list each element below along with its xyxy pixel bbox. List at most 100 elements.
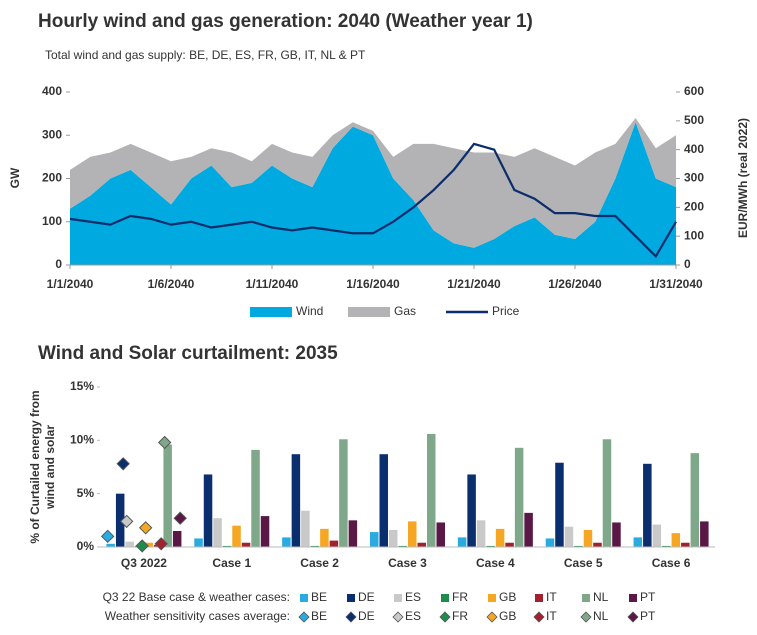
bar	[574, 545, 583, 547]
legend-label: Price	[492, 304, 520, 318]
bar	[555, 462, 564, 547]
bar	[457, 537, 467, 547]
bar	[203, 474, 213, 547]
y-axis-label: % of Curtailed energy from	[28, 390, 42, 543]
y2-axis-label: EUR/MWh (real 2022)	[736, 118, 750, 238]
legend-label: DE	[358, 590, 375, 604]
bar	[348, 520, 358, 547]
bar	[476, 520, 486, 547]
bar	[427, 433, 436, 547]
legend-swatch	[582, 594, 590, 602]
y2-tick-label: 600	[684, 84, 704, 98]
marker	[173, 511, 187, 525]
bar	[260, 516, 270, 547]
x-tick-label: Case 1	[212, 556, 251, 570]
marker	[138, 521, 153, 535]
bar	[370, 532, 379, 547]
y-tick-label: 200	[42, 171, 62, 185]
area	[70, 122, 676, 266]
legend-swatch	[533, 611, 545, 623]
legend-swatch	[298, 611, 310, 623]
bar	[593, 542, 602, 547]
y2-tick-label: 300	[684, 171, 704, 185]
x-tick-label: Case 2	[300, 556, 339, 570]
legend-swatch	[439, 611, 451, 623]
bar	[564, 526, 574, 547]
legend-label: BE	[311, 590, 327, 604]
chart-title: Wind and Solar curtailment: 2035	[38, 343, 338, 364]
bar	[320, 528, 329, 547]
x-tick-label: Case 5	[564, 556, 603, 570]
bar	[310, 545, 320, 547]
bar	[329, 540, 339, 547]
marker	[116, 457, 130, 471]
bar	[486, 545, 495, 547]
y-axis-label: GW	[8, 167, 22, 188]
bar	[251, 449, 260, 547]
legend-label: PT	[640, 590, 656, 604]
legend-swatch	[627, 611, 639, 623]
bar	[163, 444, 172, 547]
bar	[379, 454, 388, 547]
legend-swatch	[535, 594, 543, 602]
bar	[115, 493, 125, 547]
bar	[545, 538, 555, 547]
bar	[583, 529, 593, 547]
bar	[282, 537, 291, 547]
bar	[495, 528, 505, 547]
bar	[213, 518, 222, 547]
bar	[514, 447, 524, 547]
legend-label: PT	[640, 609, 656, 623]
bar	[436, 522, 445, 547]
x-tick-label: Case 4	[476, 556, 515, 570]
x-tick-label: Q3 2022	[121, 556, 167, 570]
x-tick-label: 1/1/2040	[47, 277, 94, 291]
y2-tick-label: 500	[684, 113, 704, 127]
legend-swatch	[392, 611, 404, 623]
legend-label: FR	[452, 590, 468, 604]
y-tick-label: 10%	[70, 433, 94, 447]
y-tick-label: 0%	[77, 539, 95, 553]
y-tick-label: 0	[55, 257, 62, 271]
y-tick-label: 400	[42, 84, 62, 98]
bar	[389, 529, 398, 547]
legend-title: Weather sensitivity cases average:	[105, 609, 290, 623]
y-tick-label: 15%	[70, 379, 94, 393]
bar	[643, 463, 652, 547]
bar	[241, 542, 251, 547]
bar	[172, 531, 182, 547]
marker	[154, 537, 168, 551]
legend-swatch	[441, 594, 449, 602]
x-tick-label: 1/6/2040	[148, 277, 195, 291]
x-tick-label: Case 3	[388, 556, 427, 570]
marker	[135, 539, 149, 553]
y-tick-label: 5%	[77, 486, 95, 500]
y-axis-label: wind and solar	[43, 425, 57, 510]
y2-tick-label: 200	[684, 200, 704, 214]
x-tick-label: 1/16/2040	[346, 277, 400, 291]
bar	[505, 542, 514, 547]
marker	[100, 529, 115, 544]
legend-title: Q3 22 Base case & weather cases:	[103, 590, 290, 604]
chart-subtitle: Total wind and gas supply: BE, DE, ES, F…	[45, 48, 366, 62]
y-tick-label: 300	[42, 127, 62, 141]
x-tick-label: Case 6	[652, 556, 691, 570]
bar	[222, 545, 232, 547]
legend-label: Gas	[394, 304, 416, 318]
legend-swatch	[345, 611, 357, 623]
legend-label: NL	[593, 609, 609, 623]
legend-label: BE	[311, 609, 327, 623]
marker	[119, 514, 134, 529]
bar	[408, 521, 417, 547]
legend-swatch	[250, 307, 292, 317]
chart-title: Hourly wind and gas generation: 2040 (We…	[38, 11, 533, 32]
y2-tick-label: 400	[684, 142, 704, 156]
bar	[106, 543, 115, 547]
legend-label: ES	[405, 590, 421, 604]
y2-tick-label: 0	[684, 257, 691, 271]
legend-label: NL	[593, 590, 609, 604]
legend-label: GB	[499, 609, 516, 623]
legend-swatch	[394, 594, 402, 602]
bar	[662, 545, 671, 547]
